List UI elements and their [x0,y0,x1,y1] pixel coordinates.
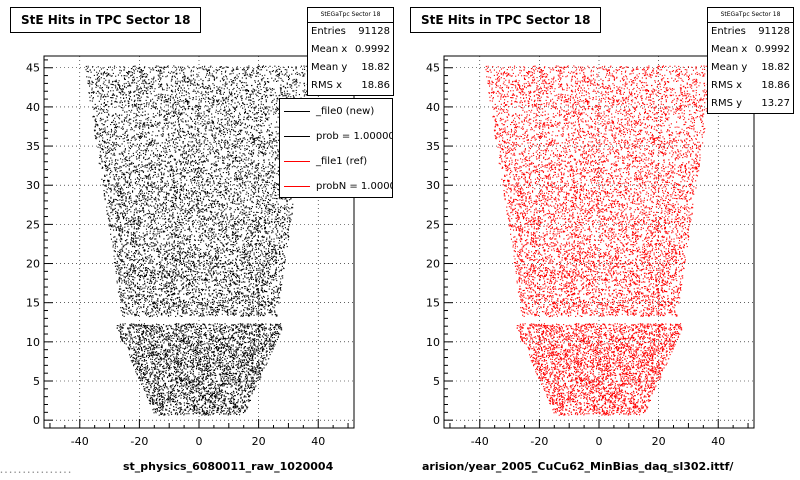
footer-text: • • • • • • • • • • • • • • • • [0,470,72,476]
legend-swatch [284,161,310,162]
stats-box: StEGaTpc Sector 18 Entries 91128 Mean x 0.… [707,7,794,114]
legend-swatch [284,186,310,187]
stats-header: StEGaTpc Sector 18 [708,8,793,23]
y-tick-label: 30 [426,179,440,192]
x-axis-label: st_physics_6080011_raw_1020004 [123,460,334,473]
stats-row: RMS y 13.27 [711,98,790,109]
scatter-plot-right: -40 -20 0 20 40 0 5 10 15 20 25 30 35 40 45 [426,55,755,448]
hit-points [485,65,715,416]
stats-row: Entries 91128 [311,26,390,37]
y-tick-label: 40 [426,101,440,114]
x-tick-label: 0 [196,435,203,448]
y-tick-label: 30 [26,179,40,192]
hit-points [85,65,315,416]
y-tick-label: 45 [26,62,40,75]
stats-row: Mean x 0.9992 [311,44,390,55]
stats-row: Mean y 18.82 [311,62,390,73]
legend-item: _file0 (new) [280,99,392,124]
chart-title: StE Hits in TPC Sector 18 [410,7,602,33]
x-tick-label: 40 [311,435,325,448]
y-tick-label: 0 [33,414,40,427]
x-tick-label: 20 [252,435,266,448]
stats-box: StEGaTpc Sector 18 Entries 91128 Mean x 0.… [307,7,394,96]
x-tick-label: -40 [71,435,89,448]
y-tick-label: 35 [426,140,440,153]
legend-item: prob = 1.000000 [280,124,392,149]
stats-row: RMS x 18.86 [311,80,390,91]
x-tick-label: -20 [530,435,548,448]
x-tick-label: 20 [652,435,666,448]
y-tick-label: 40 [26,101,40,114]
right-pad: -40 -20 0 20 40 0 5 10 15 20 25 30 35 40 45 StE Hits i… [400,0,800,480]
legend-item: _file1 (ref) [280,149,392,174]
y-tick-label: 20 [426,258,440,271]
stats-header: StEGaTpc Sector 18 [308,8,393,23]
legend-swatch [284,136,310,137]
legend-item: probN = 1.000000 [280,174,392,197]
x-tick-label: 40 [711,435,725,448]
y-tick-label: 20 [26,258,40,271]
stats-row: RMS x 18.86 [711,80,790,91]
left-pad: -40 -20 0 20 40 0 5 10 15 20 25 30 35 40 45 StE Hits i… [10,7,394,473]
legend: _file0 (new) prob = 1.000000 _file1 (ref… [279,98,393,198]
y-tick-label: 25 [26,218,40,231]
x-axis-label: arision/year_2005_CuCu62_MinBias_daq_sl3… [422,460,734,473]
scatter-plot-left: -40 -20 0 20 40 0 5 10 15 20 25 30 35 40 45 [26,55,355,448]
x-tick-label: 0 [596,435,603,448]
stats-row: Mean x 0.9992 [711,44,790,55]
y-tick-label: 25 [426,218,440,231]
y-tick-label: 15 [426,297,440,310]
y-tick-label: 5 [433,375,440,388]
y-tick-label: 35 [26,140,40,153]
y-tick-label: 0 [433,414,440,427]
legend-swatch [284,111,310,112]
stats-row: Mean y 18.82 [711,62,790,73]
x-tick-label: -20 [130,435,148,448]
y-tick-label: 15 [26,297,40,310]
y-tick-label: 45 [426,62,440,75]
chart-title: StE Hits in TPC Sector 18 [10,7,202,33]
y-tick-label: 5 [33,375,40,388]
y-tick-label: 10 [26,336,40,349]
x-tick-label: -40 [471,435,489,448]
stats-row: Entries 91128 [711,26,790,37]
y-tick-label: 10 [426,336,440,349]
